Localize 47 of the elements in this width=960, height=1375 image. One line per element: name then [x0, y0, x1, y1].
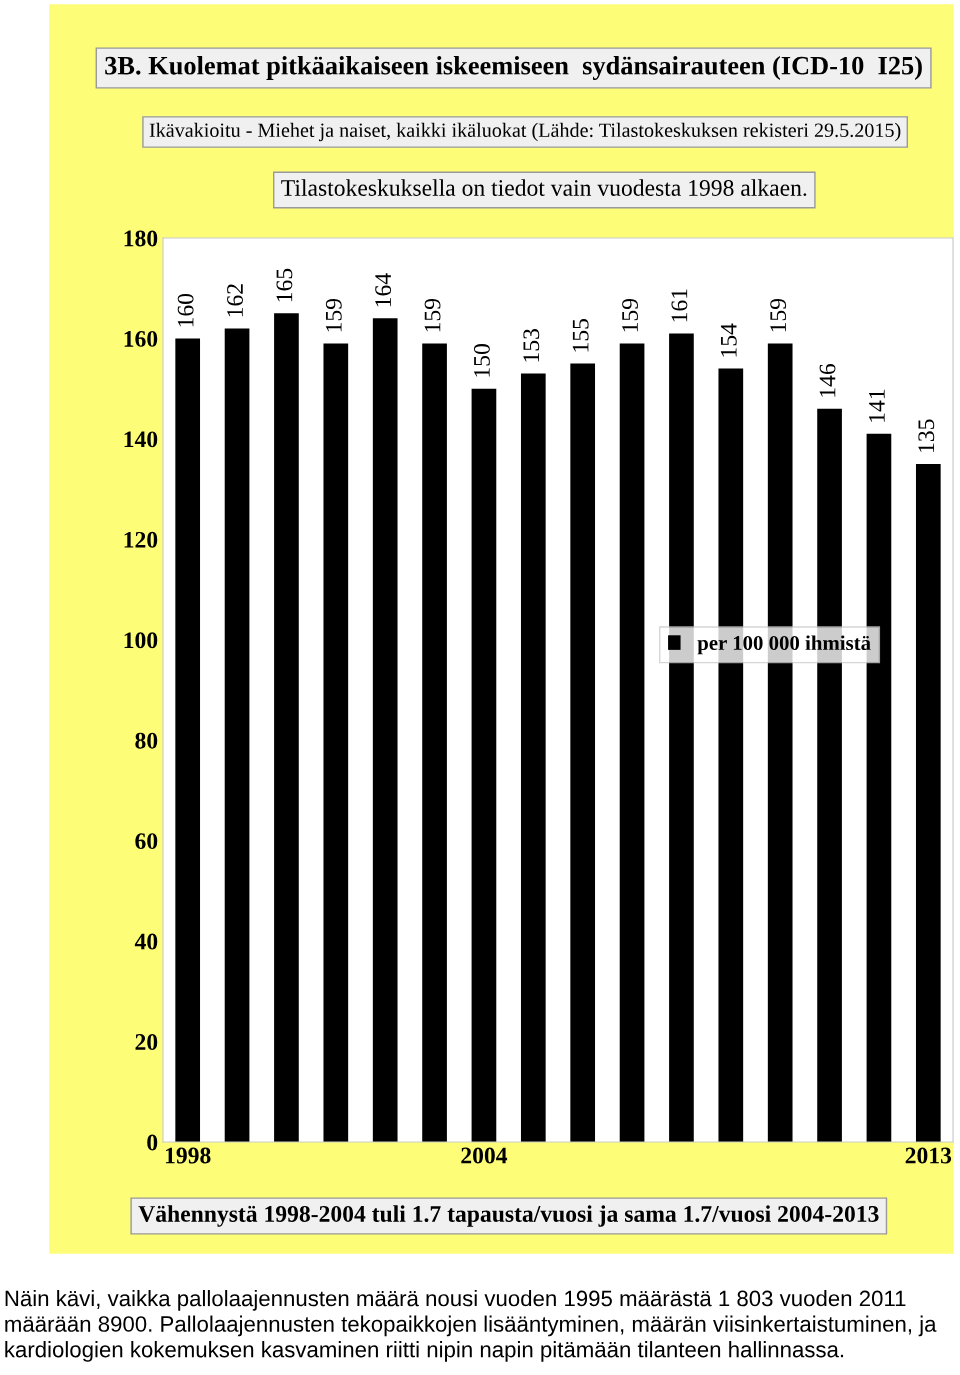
chart-subtitle: Ikävakioitu - Miehet ja naiset, kaikki ikäluokat (Lähde: Tilastokeskuksen rekisteri 29.5.2015): [149, 122, 901, 142]
y-tick-label: 160: [124, 330, 158, 347]
data-label: 161: [671, 289, 688, 322]
data-label: 159: [325, 298, 342, 332]
y-tick-label: 180: [124, 230, 158, 247]
bar: [619, 343, 645, 1142]
y-tick-label: 100: [124, 632, 158, 649]
bar: [570, 363, 596, 1142]
data-label: 162: [227, 284, 243, 317]
legend-label: per 100 000 ihmistä: [697, 635, 871, 655]
x-tick-label: 2004: [461, 1147, 508, 1164]
data-label: 164: [375, 273, 392, 307]
text: Vähennystä 1998-2004 tuli 1.7 tapausta/vuosi ja sama 1.7/vuosi 2004-2013: [138, 1205, 879, 1227]
data-label: 165: [276, 268, 293, 302]
bar: [175, 338, 201, 1142]
data-label: 154: [720, 323, 737, 357]
y-tick-label: 40: [134, 933, 158, 950]
bar: [520, 373, 546, 1142]
data-label: 146: [819, 364, 836, 397]
data-label: 159: [424, 298, 441, 332]
data-label: 155: [572, 319, 589, 352]
data-label: 150: [473, 344, 490, 377]
bar: [915, 464, 941, 1142]
data-label: 135: [918, 419, 935, 452]
bar: [471, 388, 497, 1142]
bar: [323, 343, 349, 1142]
chart-title: 3B. Kuolemat pitkäaikaiseen iskeemiseen sydänsairauteen (ICD-10 I25): [105, 56, 922, 80]
x-tick-label: 1998: [165, 1147, 211, 1164]
bar: [422, 343, 447, 1142]
y-tick-label: 0: [147, 1134, 158, 1151]
text: Näin kävi, vaikka pallolaajennusten määrä nousi vuoden 1995 määrästä 1 803 vuoden 2011 määrään 8900. Pallolaajennusten tekopaikkojen lisääntyminen, määrän viisinkertaistuminen, ja kardiologien kokemuksen kasvaminen riitti nipin napin pitämään tilanteen hallinnassa.: [5, 1290, 937, 1362]
x-tick-label: 2013: [905, 1147, 952, 1164]
bar: [372, 318, 398, 1142]
data-label: 153: [523, 329, 540, 362]
y-tick-label: 120: [124, 531, 158, 548]
y-tick-label: 20: [135, 1034, 158, 1050]
y-tick-label: 60: [135, 833, 158, 850]
bar: [274, 313, 299, 1142]
bar: [669, 333, 694, 1142]
data-label: 159: [770, 298, 787, 332]
data-label: 160: [177, 293, 194, 327]
y-tick-label: 140: [124, 431, 158, 448]
text: Tilastokeskuksella on tiedot vain vuodesta 1998 alkaen.: [281, 179, 807, 197]
y-tick-label: 80: [135, 732, 158, 749]
bar: [224, 328, 250, 1142]
data-label: 141: [869, 389, 885, 422]
data-label: 159: [622, 298, 638, 332]
